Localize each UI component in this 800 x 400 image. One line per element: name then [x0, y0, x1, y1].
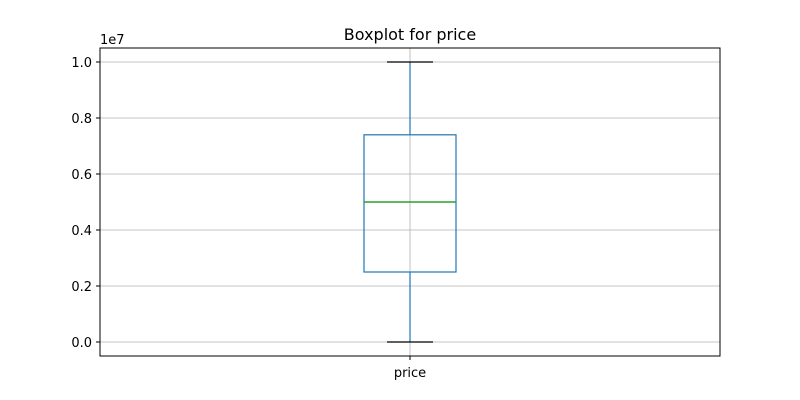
axis-layer: 0.0 0.2 0.4 0.6 0.8 1.0 price: [71, 47, 721, 381]
y-tick-label: 0.8: [71, 112, 92, 127]
y-tick-label: 0.2: [71, 280, 92, 295]
y-tick-label: 0.4: [71, 224, 92, 239]
chart-title: Boxplot for price: [344, 25, 476, 44]
box-layer: [363, 61, 457, 343]
y-offset-label: 1e7: [100, 33, 125, 48]
y-tick-label: 0.6: [71, 168, 92, 183]
x-tick-label: price: [394, 366, 426, 381]
y-tick-label: 0.0: [71, 336, 92, 351]
box-iqr: [363, 134, 457, 273]
y-tick-label: 1.0: [71, 56, 92, 71]
